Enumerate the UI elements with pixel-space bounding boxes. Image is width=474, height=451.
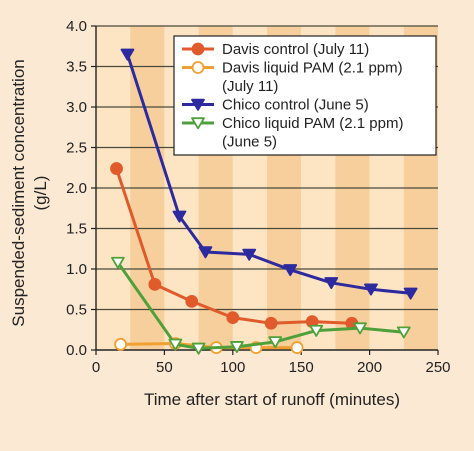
data-point	[114, 337, 128, 351]
x-tick-label: 0	[92, 359, 100, 376]
data-point	[120, 48, 135, 61]
data-point	[403, 287, 418, 300]
series-3	[120, 48, 418, 300]
data-point	[172, 210, 187, 223]
legend-label: (July 11)	[222, 78, 278, 95]
data-point	[396, 326, 411, 339]
data-point	[290, 341, 304, 354]
series-layer	[110, 48, 418, 355]
data-point	[309, 324, 324, 337]
data-point	[230, 341, 244, 354]
legend: Davis control (July 11) Davis liquid PAM …	[173, 35, 437, 156]
data-point	[168, 338, 183, 351]
series-line	[116, 261, 406, 350]
y-tick-label: 3.0	[66, 99, 87, 116]
data-point	[191, 342, 206, 355]
series-1	[110, 162, 359, 330]
data-point	[198, 246, 213, 259]
data-point	[364, 283, 378, 296]
data-point	[148, 277, 162, 291]
y-tick-label: 1.0	[66, 261, 87, 278]
axes: 0.0 0.5 1.0 1.5 2.0 2.5 3.0 3.5 4.0 0 50 100 150 200 2…	[66, 18, 450, 376]
y-tick-label: 1.5	[66, 221, 87, 238]
x-tick-label: 250	[425, 359, 450, 376]
data-point	[242, 248, 257, 261]
data-point	[185, 294, 199, 308]
y-tick-label: 4.0	[66, 18, 87, 35]
series-line	[126, 52, 413, 295]
data-point	[226, 311, 240, 325]
x-tick-label: 100	[220, 359, 245, 376]
legend-label: Davis control (July 11)	[222, 41, 369, 58]
legend-box	[173, 35, 437, 156]
legend-label: (June 5)	[222, 134, 277, 151]
legend-marker	[191, 98, 205, 111]
data-point	[353, 322, 367, 335]
x-tick-label: 50	[156, 359, 173, 376]
data-point	[324, 277, 339, 290]
legend-marker	[191, 61, 205, 74]
x-tick-label: 200	[357, 359, 382, 376]
series-4	[110, 256, 411, 355]
legend-marker	[191, 42, 205, 56]
x-axis-title: Time after start of runoff (minutes)	[144, 390, 400, 409]
y-axis-title: Suspended-sediment concentration	[9, 59, 28, 326]
y-tick-label: 0.0	[66, 342, 87, 359]
y-tick-label: 2.5	[66, 140, 87, 157]
y-axis-title-unit: (g/L)	[31, 176, 50, 211]
data-point	[268, 336, 283, 349]
data-point	[110, 256, 125, 269]
x-tick-label: 150	[289, 359, 314, 376]
legend-marker	[191, 117, 205, 130]
y-tick-label: 0.5	[66, 302, 87, 319]
y-tick-label: 3.5	[66, 59, 87, 76]
data-point	[110, 162, 123, 175]
legend-label: Davis liquid PAM (2.1 ppm)	[222, 60, 403, 77]
legend-label: Chico liquid PAM (2.1 ppm)	[222, 115, 403, 132]
legend-label: Chico control (June 5)	[222, 97, 369, 114]
data-point	[264, 316, 278, 330]
y-tick-label: 2.0	[66, 180, 87, 197]
data-point	[283, 264, 298, 277]
